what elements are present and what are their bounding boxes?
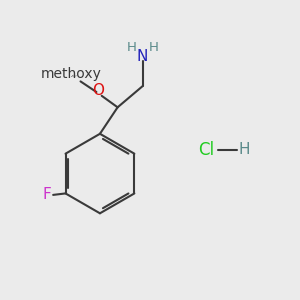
Text: H: H bbox=[149, 41, 159, 54]
Text: H: H bbox=[238, 142, 250, 158]
Text: H: H bbox=[127, 41, 136, 54]
Text: methoxy: methoxy bbox=[72, 75, 78, 76]
Text: methoxy: methoxy bbox=[41, 67, 102, 81]
Text: O: O bbox=[92, 83, 104, 98]
Text: F: F bbox=[42, 188, 51, 202]
Text: Cl: Cl bbox=[198, 141, 214, 159]
Text: N: N bbox=[137, 49, 148, 64]
Text: methoxy: methoxy bbox=[70, 76, 77, 77]
